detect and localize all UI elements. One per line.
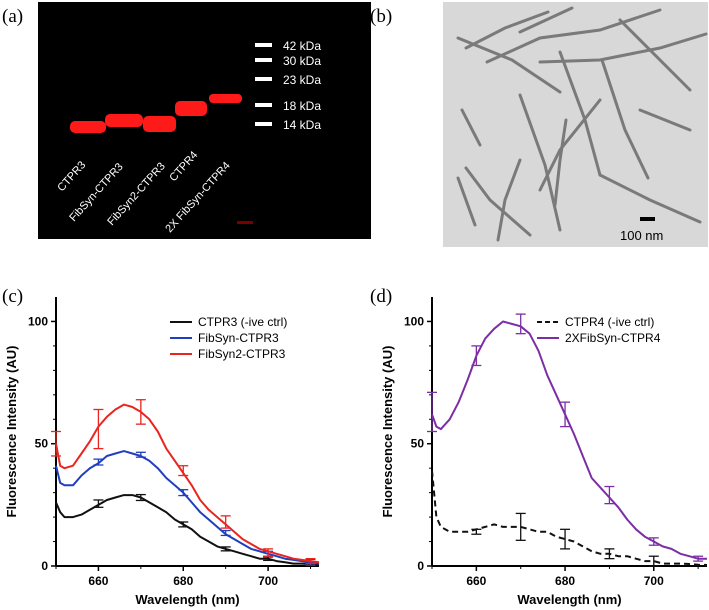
gel-band-fibsyn2-ctpr3 [143, 116, 176, 132]
legend-label: FibSyn-CTPR3 [198, 331, 279, 345]
fibril [456, 36, 562, 94]
legend-label: FibSyn2-CTPR3 [198, 347, 286, 361]
legend-label: CTPR4 (-ive ctrl) [565, 315, 654, 329]
x-tick-label: 680 [173, 574, 193, 588]
legend-label: 2XFibSyn-CTPR4 [565, 331, 661, 345]
marker-label: 42 kDa [283, 39, 321, 53]
chart-c: 0 50 100 660 680 700 Wavelength (nm) Fluorescen… [4, 297, 320, 607]
y-tick-label: 0 [417, 559, 424, 573]
x-axis-label: Wavelength (nm) [517, 592, 621, 607]
marker-label: 23 kDa [283, 73, 321, 87]
fibril [538, 32, 708, 64]
ladder-mark-42 [255, 43, 272, 47]
fibril [638, 108, 692, 132]
x-tick-label: 700 [644, 574, 664, 588]
fibril [618, 18, 692, 92]
gel-band-fibsyn-ctpr3 [105, 114, 143, 127]
series-line [431, 320, 707, 560]
gel-background [38, 2, 371, 239]
panel-letter-d: (d) [370, 286, 392, 307]
y-axis-label: Fluorescence Intensity (AU) [4, 346, 19, 518]
gel-smear [237, 221, 253, 224]
fibril [460, 108, 482, 147]
fibril [485, 8, 662, 64]
ladder-mark-14 [255, 122, 272, 126]
fibril [496, 158, 522, 242]
fibril [518, 93, 562, 232]
ladder-mark-18 [255, 103, 272, 107]
gel-band-2xfibsyn-ctpr4 [209, 94, 242, 103]
x-tick-label: 660 [88, 574, 108, 588]
series-line [431, 470, 708, 566]
panel-letter-a: (a) [2, 6, 23, 27]
tem-micrograph: 100 nm [443, 2, 708, 247]
x-axis-label: Wavelength (nm) [135, 592, 239, 607]
fibril [464, 166, 532, 237]
gel-band-ctpr3 [70, 121, 106, 133]
series-line [55, 403, 320, 564]
x-tick-label: 660 [466, 574, 486, 588]
y-tick-label: 50 [411, 437, 425, 451]
scale-bar [640, 217, 655, 221]
marker-label: 30 kDa [283, 54, 321, 68]
gel-band-ctpr4 [175, 101, 207, 116]
gel-panel: 42 kDa 30 kDa 23 kDa 18 kDa 14 kDa CTPR3… [38, 2, 371, 239]
panel-letter-b: (b) [370, 6, 392, 27]
marker-label: 14 kDa [283, 118, 321, 132]
marker-label: 18 kDa [283, 99, 321, 113]
fibril [456, 176, 477, 227]
fibril [518, 6, 574, 34]
fibril [600, 58, 650, 180]
ladder-mark-30 [255, 58, 272, 62]
y-axis-label: Fluorescence Intensity (AU) [380, 346, 395, 518]
ladder-mark-23 [255, 77, 272, 81]
legend-label: CTPR3 (-ive ctrl) [198, 315, 287, 329]
ladder-marks [255, 43, 272, 126]
fibril [598, 173, 702, 224]
y-tick-label: 50 [35, 437, 49, 451]
y-tick-label: 0 [41, 559, 48, 573]
x-tick-label: 700 [258, 574, 278, 588]
chart-d: 0 50 100 660 680 700 Wavelength (nm) Fluorescen… [380, 297, 708, 607]
scale-bar-label: 100 nm [620, 228, 663, 243]
y-tick-label: 100 [404, 314, 424, 328]
y-tick-label: 100 [28, 314, 48, 328]
panel-letter-c: (c) [2, 286, 23, 307]
fibril [464, 10, 550, 50]
fibrils [456, 6, 708, 242]
x-tick-label: 680 [555, 574, 575, 588]
fibril [553, 118, 568, 207]
